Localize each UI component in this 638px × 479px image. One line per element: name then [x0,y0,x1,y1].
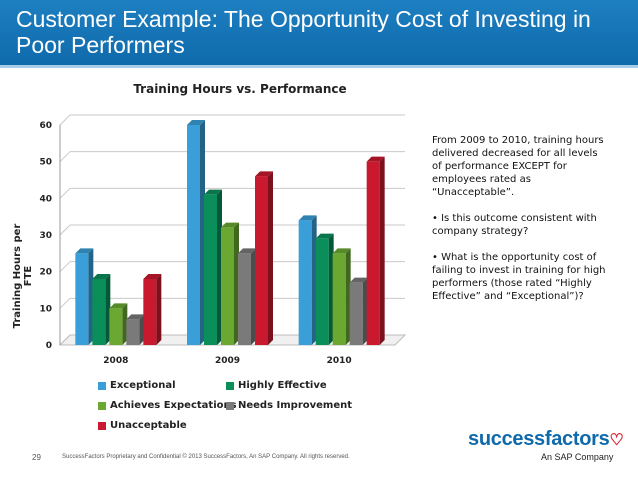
legend-label: Needs Improvement [238,400,353,411]
bar-top [204,189,222,195]
gridline-depth [59,114,71,126]
bar-top [332,248,351,254]
bar-side [379,156,385,345]
y-tick-label: 0 [46,341,52,351]
bar-side [268,171,273,345]
notes-question-1: • Is this outcome consistent with compan… [432,213,597,237]
bar [255,176,268,345]
bar-side [105,274,111,345]
legend-label: Exceptional [110,380,176,391]
legend-item: Needs Improvement [226,400,352,411]
bar [187,125,200,345]
bar [75,253,89,345]
y-tick-label: 40 [39,194,52,204]
bar-side [217,189,222,345]
y-tick-label: 50 [39,158,52,168]
bar-side [251,248,256,345]
bar [366,161,380,345]
bar-top [221,222,239,228]
legend-swatch [98,401,106,410]
bar [109,308,123,345]
bar-side [200,120,205,345]
gridline-depth [59,151,71,163]
gridline-depth [59,297,71,309]
bar [349,282,363,345]
bar-side [345,248,351,345]
legend-swatch [98,381,106,390]
bar-top [315,233,334,239]
bar-top [109,303,128,309]
bar-side [122,303,128,345]
x-tick-label: 2010 [327,356,352,366]
y-tick-label: 60 [39,121,52,131]
bar [238,253,251,345]
legend-item: Highly Effective [226,380,327,391]
legend-item: Exceptional [98,380,176,391]
y-tick-label: 30 [39,231,52,241]
gridline-depth [59,261,71,273]
bar [143,279,157,345]
heart-icon: ♡ [609,432,624,449]
bar-top [298,215,317,221]
bar-side [328,233,334,345]
bar-top [238,248,256,254]
slide-header: Customer Example: The Opportunity Cost o… [0,0,638,68]
bar-top [187,120,205,125]
x-tick-label: 2008 [103,356,128,366]
bar [315,238,329,345]
legend-label: Highly Effective [238,380,327,391]
page-number: 29 [32,453,41,462]
legend-item: Achieves Expectations [98,400,237,411]
legend-swatch [226,381,234,390]
bar-top [126,314,145,320]
legend-item: Unacceptable [98,420,187,431]
y-tick-label: 20 [39,268,52,278]
notes-panel: From 2009 to 2010, training hours delive… [432,134,607,316]
bar-top [75,248,94,254]
bar-top [92,274,111,279]
x-tick-label: 2009 [215,356,240,366]
bar-side [234,222,239,345]
bar [298,220,312,345]
logo-subtitle: An SAP Company [541,452,614,462]
bar-top [143,274,162,279]
bar-side [362,277,368,345]
bar [221,227,234,345]
bar-side [88,248,94,345]
successfactors-logo: successfactors♡ [468,428,624,451]
footer-copyright: SuccessFactors Proprietary and Confident… [62,454,350,460]
gridline-depth [59,187,71,199]
bar-top [349,277,368,283]
bar [204,194,217,345]
gridline-depth [59,224,71,236]
legend-swatch [226,401,234,410]
legend-swatch [98,421,106,430]
slide-title: Customer Example: The Opportunity Cost o… [16,6,591,58]
legend-label: Achieves Expectations [110,400,237,411]
legend-label: Unacceptable [110,420,187,431]
bar-side [156,274,162,345]
y-tick-label: 10 [39,304,52,314]
logo-text: successfactors [468,428,610,450]
bar [332,253,346,345]
notes-question-2: • What is the opportunity cost of failin… [432,252,606,302]
bar [126,319,140,345]
bar-side [139,314,145,345]
bar-top [255,171,273,177]
chart-title: Training Hours vs. Performance [133,82,347,96]
bar [92,279,106,345]
notes-paragraph-1: From 2009 to 2010, training hours delive… [432,135,604,198]
bar-top [366,156,385,162]
bar-side [311,215,317,345]
